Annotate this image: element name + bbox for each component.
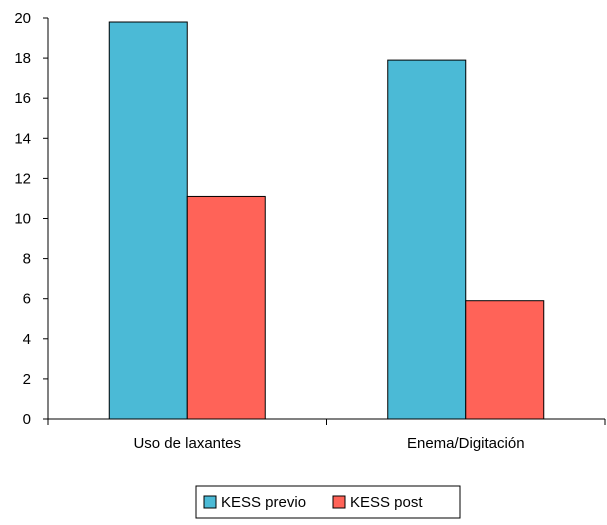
axis-labels: 0 2 4 6 8 10 12 14 16 18 20 Uso de laxantes Enema/Di… [14, 10, 524, 452]
legend-swatch [203, 495, 217, 509]
y-tick-label: 12 [14, 170, 31, 187]
bar-kess-previo [108, 21, 188, 420]
y-tick-label: 6 [23, 291, 31, 308]
legend-label: KESS previo [221, 494, 306, 511]
bar-kess-post [465, 300, 545, 420]
y-tick-label: 20 [14, 10, 31, 27]
x-category-label: Enema/Digitación [407, 435, 525, 452]
y-tick-label: 16 [14, 90, 31, 107]
y-tick-label: 14 [14, 130, 31, 147]
bar-kess-post [186, 195, 266, 420]
bar-kess-previo [387, 59, 467, 420]
legend-label: KESS post [350, 494, 423, 511]
x-category-label: Uso de laxantes [133, 435, 241, 452]
bars [108, 21, 545, 420]
y-tick-label: 8 [23, 251, 31, 268]
y-tick-label: 2 [23, 371, 31, 388]
y-tick-label: 0 [23, 411, 31, 428]
legend-box [195, 485, 461, 519]
legend-swatch [332, 495, 346, 509]
y-tick-label: 10 [14, 211, 31, 228]
legend: KESS previo KESS post [195, 485, 461, 519]
y-tick-label: 18 [14, 50, 31, 67]
y-tick-label: 4 [23, 331, 31, 348]
